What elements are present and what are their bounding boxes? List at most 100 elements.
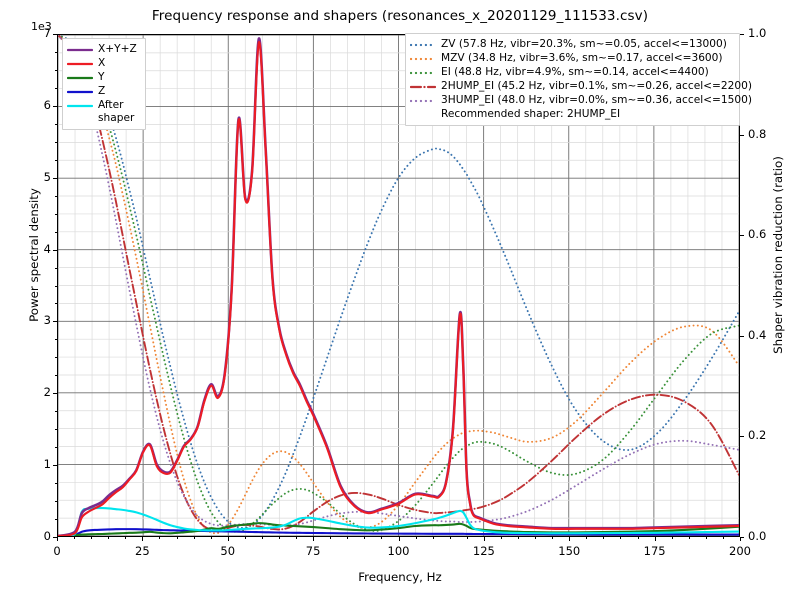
x-minor-tick: [688, 537, 690, 539]
x-tick-mark: [313, 537, 315, 541]
x-minor-tick: [535, 537, 537, 539]
y-tick-label: 5: [43, 169, 51, 184]
x-minor-tick: [278, 537, 280, 539]
legend-item[interactable]: Y: [66, 71, 140, 84]
legend-label: X+Y+Z: [98, 43, 137, 55]
y2-tick-label: 0.0: [748, 529, 767, 543]
legend-label: MZV (34.8 Hz, vibr=3.6%, sm~=0.17, accel…: [441, 52, 723, 64]
y-minor-tick: [55, 411, 57, 413]
legend-shapers[interactable]: ZV (57.8 Hz, vibr=20.3%, sm~=0.05, accel…: [405, 33, 752, 126]
x-minor-tick: [466, 537, 468, 539]
x-minor-tick: [296, 537, 298, 539]
y-minor-tick: [55, 195, 57, 197]
x-minor-tick: [500, 537, 502, 539]
legend-item[interactable]: ZV (57.8 Hz, vibr=20.3%, sm~=0.05, accel…: [409, 38, 734, 51]
y-tick-label: 2: [43, 385, 51, 400]
legend-swatch-x-icon: [66, 58, 94, 70]
x-minor-tick: [637, 537, 639, 539]
x-minor-tick: [722, 537, 724, 539]
y-tick-mark: [53, 105, 57, 107]
legend-label: X: [98, 57, 106, 69]
legend-item[interactable]: MZV (34.8 Hz, vibr=3.6%, sm~=0.17, accel…: [409, 52, 734, 65]
y-tick-label: 7: [43, 26, 51, 40]
y-minor-tick: [55, 141, 57, 143]
legend-label: Y: [98, 71, 105, 83]
y-minor-tick: [55, 519, 57, 521]
y-minor-tick: [55, 303, 57, 305]
x-minor-tick: [671, 537, 673, 539]
y2-tick-mark: [740, 134, 744, 136]
legend-swatch-2hump-ei-icon: [409, 81, 437, 93]
legend-swatch-3hump-ei-icon: [409, 95, 437, 107]
x-tick-label: 100: [387, 544, 410, 558]
x-minor-tick: [159, 537, 161, 539]
y2-tick-mark: [740, 34, 744, 35]
x-minor-tick: [518, 537, 520, 539]
legend-item[interactable]: X+Y+Z: [66, 43, 140, 56]
y2-tick-mark: [740, 436, 744, 438]
legend-label: After shaper: [98, 99, 135, 124]
legend-swatch-y-icon: [66, 72, 94, 84]
x-minor-tick: [210, 537, 212, 539]
x-minor-tick: [449, 537, 451, 539]
y-axis-offset-label: 1e3: [31, 20, 52, 33]
x-minor-tick: [586, 537, 588, 539]
x-minor-tick: [603, 537, 605, 539]
y-minor-tick: [55, 375, 57, 377]
x-tick-label: 25: [135, 544, 150, 558]
legend-axes[interactable]: X+Y+Z X Y Z After shaper: [62, 38, 146, 130]
legend-label: 2HUMP_EI (45.2 Hz, vibr=0.1%, sm~=0.26, …: [441, 80, 752, 92]
legend-item[interactable]: EI (48.8 Hz, vibr=4.9%, sm~=0.14, accel<…: [409, 66, 734, 79]
series-ei: [58, 35, 739, 533]
x-tick-mark: [569, 537, 571, 541]
y-tick-mark: [53, 249, 57, 251]
y-minor-tick: [55, 123, 57, 125]
y-tick-label: 1: [43, 457, 51, 472]
y-minor-tick: [55, 213, 57, 215]
x-minor-tick: [364, 537, 366, 539]
y2-tick-mark: [740, 235, 744, 237]
legend-item[interactable]: Z: [66, 85, 140, 98]
x-minor-tick: [91, 537, 93, 539]
x-tick-label: 0: [53, 544, 61, 558]
x-minor-tick: [125, 537, 127, 539]
legend-item[interactable]: 3HUMP_EI (48.0 Hz, vibr=0.0%, sm~=0.36, …: [409, 94, 752, 107]
y2-tick-mark: [740, 537, 744, 538]
x-tick-label: 200: [729, 544, 751, 558]
series-x: [58, 41, 739, 536]
x-tick-label: 175: [643, 544, 666, 558]
x-tick-mark: [654, 537, 656, 541]
legend-swatch-mzv-icon: [409, 53, 437, 65]
legend-swatch-x-y-z-icon: [66, 44, 94, 56]
y-tick-label: 3: [43, 313, 51, 328]
data-layer: [58, 35, 739, 536]
series-2hump-ei: [58, 35, 739, 531]
y-minor-tick: [55, 357, 57, 359]
x-tick-label: 125: [472, 544, 495, 558]
y2-tick-label: 0.2: [748, 428, 767, 443]
x-minor-tick: [176, 537, 178, 539]
legend-item[interactable]: 2HUMP_EI (45.2 Hz, vibr=0.1%, sm~=0.26, …: [409, 80, 752, 93]
secondary-y-axis-label: Shaper vibration reduction (ratio): [771, 156, 785, 354]
y2-tick-label: 1.0: [748, 26, 767, 40]
y-minor-tick: [55, 429, 57, 431]
x-minor-tick: [261, 537, 263, 539]
x-minor-tick: [244, 537, 246, 539]
y-minor-tick: [55, 231, 57, 233]
legend-item[interactable]: X: [66, 57, 140, 70]
y2-tick-label: 0.8: [748, 126, 767, 141]
y-minor-tick: [55, 501, 57, 503]
series-after-shaper: [58, 506, 739, 536]
x-tick-mark: [57, 537, 58, 541]
legend-swatch-ei-icon: [409, 67, 437, 79]
y-tick-label: 0: [43, 529, 51, 543]
y-minor-tick: [55, 285, 57, 287]
x-tick-mark: [227, 537, 229, 541]
y-minor-tick: [55, 69, 57, 71]
x-axis-label: Frequency, Hz: [358, 570, 442, 584]
legend-label: 3HUMP_EI (48.0 Hz, vibr=0.0%, sm~=0.36, …: [441, 94, 752, 106]
x-minor-tick: [415, 537, 417, 539]
y-tick-mark: [53, 393, 57, 395]
legend-item[interactable]: After shaper: [66, 99, 140, 125]
